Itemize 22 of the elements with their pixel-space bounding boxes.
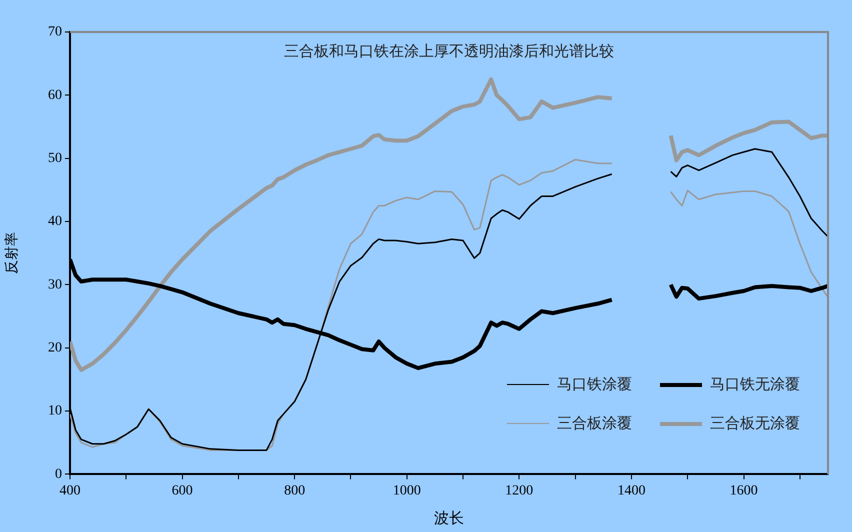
- x-tick-label: 1400: [617, 483, 646, 498]
- y-axis-title: 反射率: [4, 232, 20, 274]
- y-tick-label: 20: [48, 340, 62, 356]
- x-tick-label: 600: [172, 483, 193, 498]
- x-tick-label: 400: [60, 483, 80, 498]
- x-tick-label: 800: [284, 483, 306, 498]
- x-tick-label: 1600: [730, 483, 758, 498]
- legend-label: 马口铁无涂覆: [710, 376, 800, 394]
- x-axis-title: 波长: [434, 510, 464, 527]
- legend-label: 三合板无涂覆: [710, 414, 800, 433]
- y-tick-label: 50: [48, 151, 62, 166]
- legend-label: 马口铁涂覆: [557, 376, 632, 394]
- y-tick-label: 30: [48, 277, 62, 292]
- x-tick-label: 1200: [505, 483, 534, 498]
- y-tick-label: 10: [48, 404, 62, 419]
- y-tick-label: 0: [55, 466, 62, 482]
- y-tick-label: 70: [48, 24, 62, 40]
- y-tick-label: 40: [48, 214, 62, 230]
- text: 三合板和马口铁在涂上厚不透明油漆后和光谱比较: [283, 42, 615, 61]
- legend-label: 三合板涂覆: [557, 414, 632, 433]
- x-tick-label: 1000: [392, 483, 421, 498]
- y-tick-label: 60: [48, 88, 62, 103]
